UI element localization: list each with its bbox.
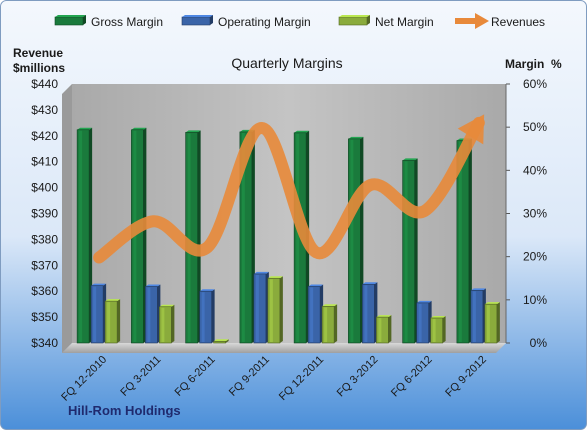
bar-operating-4 [307, 284, 324, 344]
bar-gross-0 [76, 127, 93, 344]
left-tick-label: $390 [31, 207, 58, 221]
right-axis-title: Margin % [505, 57, 562, 71]
revenues-arrowhead [457, 114, 485, 145]
bar-net-3 [267, 276, 283, 344]
left-tick-label: $430 [31, 103, 58, 117]
plot-floor [62, 343, 506, 353]
company-name: Hill-Rom Holdings [68, 403, 181, 418]
bar-gross-1 [131, 127, 147, 344]
bar-gross-7 [456, 138, 472, 344]
legend-swatch-gross [54, 16, 84, 26]
revenues-line [93, 116, 485, 264]
left-tick-label: $380 [31, 232, 58, 246]
bar-gross-6 [402, 158, 418, 344]
right-tick-label: 0% [530, 336, 548, 350]
legend-item-gross: Gross Margin [54, 15, 163, 29]
bar-net-4 [321, 304, 338, 344]
right-tick-label: 40% [523, 163, 547, 177]
right-tick-label: 20% [523, 250, 547, 264]
left-tick-label: $370 [31, 258, 58, 272]
right-tick-label: 50% [523, 120, 547, 134]
legend-label-net: Net Margin [375, 15, 434, 29]
bar-operating-7 [470, 288, 486, 344]
bar-operating-5 [362, 282, 378, 344]
left-tick-label: $360 [31, 284, 58, 298]
bar-operating-2 [199, 289, 215, 344]
bar-operating-3 [253, 271, 269, 344]
left-tick-label: $400 [31, 181, 58, 195]
bar-operating-1 [145, 284, 161, 344]
legend-item-revenues: Revenues [455, 13, 545, 29]
right-tick-label: 30% [523, 207, 547, 221]
bar-gross-3 [239, 129, 255, 344]
bar-net-6 [430, 315, 446, 344]
legend-item-net: Net Margin [338, 15, 434, 29]
plot-side-wall [62, 84, 72, 353]
bar-gross-2 [185, 130, 201, 344]
legend-item-operating: Operating Margin [181, 15, 311, 29]
bar-gross-5 [348, 136, 364, 344]
legend-label-operating: Operating Margin [218, 15, 311, 29]
legend-swatch-operating [181, 16, 211, 26]
bar-net-2 [213, 339, 229, 344]
legend-label-revenues: Revenues [491, 15, 545, 29]
legend-swatch-net [338, 16, 368, 26]
left-axis-title: Revenue [13, 46, 63, 60]
chart-title: Quarterly Margins [231, 55, 342, 71]
right-tick-label: 60% [523, 77, 547, 91]
legend-label-gross: Gross Margin [91, 15, 163, 29]
left-axis-title-units: $millions [13, 61, 65, 75]
bar-operating-6 [416, 300, 432, 344]
bar-net-5 [376, 315, 392, 344]
left-tick-label: $420 [31, 129, 58, 143]
left-tick-label: $350 [31, 310, 58, 324]
left-tick-label: $410 [31, 155, 58, 169]
bar-operating-0 [90, 283, 107, 344]
left-tick-label: $440 [31, 77, 58, 91]
bar-net-0 [104, 299, 121, 344]
left-tick-label: $340 [31, 336, 58, 350]
bar-net-1 [159, 304, 175, 344]
bar-net-7 [484, 302, 500, 344]
right-tick-label: 10% [523, 293, 547, 307]
